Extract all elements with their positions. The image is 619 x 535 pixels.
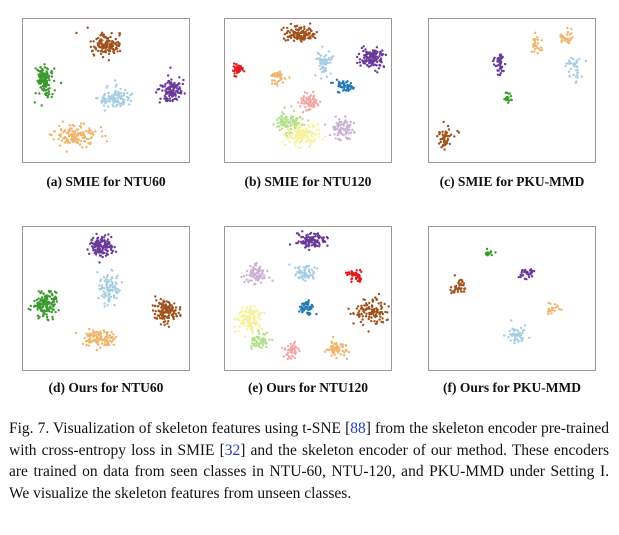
subfigure-label-e: (e) Ours for NTU120 xyxy=(247,380,369,395)
tsne-plot-b xyxy=(224,18,392,163)
scatter-points-e xyxy=(233,230,390,361)
subfigure-label-c: (c) SMIE for PKU-MMD xyxy=(439,174,585,189)
scatter-points-c xyxy=(436,26,587,151)
tsne-plot-e xyxy=(224,226,392,371)
tsne-plot-c xyxy=(428,18,596,163)
subfigure-label-f: (f) Ours for PKU-MMD xyxy=(442,380,582,395)
citation-link-32[interactable]: 32 xyxy=(224,441,241,459)
caption-text-2: ] from the skeleton encoder pre-trained … xyxy=(9,420,609,459)
panel-d xyxy=(22,226,190,371)
scatter-points-a xyxy=(33,26,186,153)
subfigure-label-b: (b) SMIE for NTU120 xyxy=(244,174,372,189)
tsne-plot-a xyxy=(22,18,190,163)
citation-link-88[interactable]: 88 xyxy=(350,420,366,437)
figure-caption: Fig. 7. Visualization of skeleton featur… xyxy=(9,418,609,504)
caption-text-3: ] and the skeleton encoder of our method… xyxy=(9,441,609,502)
panel-a xyxy=(22,18,190,163)
scatter-points-b xyxy=(231,22,388,150)
tsne-plot-f xyxy=(428,226,596,371)
panel-e xyxy=(224,226,392,371)
tsne-plot-d xyxy=(22,226,190,371)
panel-b xyxy=(224,18,392,163)
subfigure-label-d: (d) Ours for NTU60 xyxy=(48,380,164,395)
panel-f xyxy=(428,226,596,371)
subfigure-label-a: (a) SMIE for NTU60 xyxy=(46,174,166,189)
panel-c xyxy=(428,18,596,163)
caption-text-1: Fig. 7. Visualization of skeleton featur… xyxy=(9,420,351,437)
scatter-points-d xyxy=(27,232,182,352)
scatter-points-f xyxy=(449,247,563,345)
